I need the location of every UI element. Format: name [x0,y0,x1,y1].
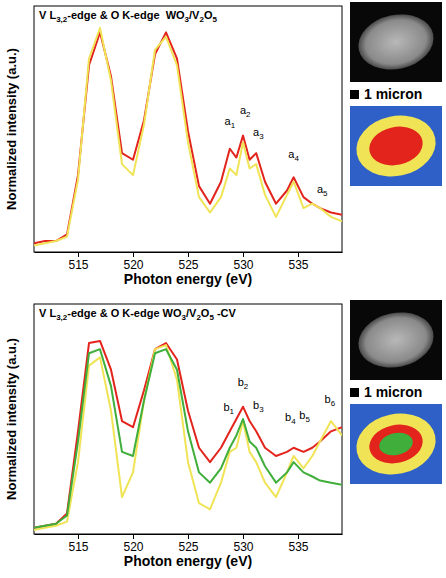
particle-image [353,8,439,77]
x-tick-mark [298,252,299,257]
x-tick: 525 [178,534,198,554]
y-axis-title: Normalized intensity (a.u.) [4,48,19,210]
xray-image-bg [350,300,442,380]
x-tick: 530 [233,534,253,554]
x-tick: 530 [233,252,253,272]
map-region [351,108,442,183]
spectrum-line [34,349,342,528]
figure: 515 520 525 530 535 Photon energy (eV) Normali… [0,0,446,578]
x-tick: 515 [68,252,88,272]
x-tick-mark [188,534,189,539]
map-region [366,420,427,468]
peak-label: b1 [223,401,234,416]
map-region [351,406,442,481]
x-axis-title: Photon energy (eV) [124,271,252,287]
peak-label: b4 [285,411,296,426]
micrograph-column: 1 micron [350,2,442,186]
plot-frame [34,6,342,252]
x-tick: 515 [68,534,88,554]
x-tick-label: 535 [288,540,308,554]
peak-label: a5 [317,183,328,198]
scale-bar-label: 1 micron [364,384,422,400]
x-tick-mark [133,252,134,257]
chart-title: V L3,2-edge & O K-edge WO3/V2O5 -CV [39,307,237,322]
x-tick-label: 515 [68,258,88,272]
x-tick-label: 520 [123,258,143,272]
particle-image [353,306,439,375]
map-region [366,122,427,170]
peak-label: a1 [225,115,236,130]
peak-label: a4 [288,148,299,163]
peak-label: a2 [240,104,251,119]
x-tick-label: 520 [123,540,143,554]
x-tick-label: 530 [233,540,253,554]
x-tick: 525 [178,252,198,272]
x-tick: 535 [288,252,308,272]
peak-label: b6 [325,393,336,408]
peak-label: a3 [253,126,264,141]
x-tick-mark [243,534,244,539]
peak-label: b2 [238,376,249,391]
x-tick-mark [243,252,244,257]
x-tick-mark [78,534,79,539]
x-tick-mark [133,534,134,539]
scale-bar [350,388,359,397]
x-tick-mark [188,252,189,257]
scale-bar [350,90,359,99]
x-axis: 515 520 525 530 535 [35,534,343,554]
scale-bar-label: 1 micron [364,86,422,102]
peak-label: b5 [299,409,310,424]
x-tick-label: 515 [68,540,88,554]
x-axis-title: Photon energy (eV) [124,553,252,569]
micrograph-column: 1 micron [350,300,442,484]
x-tick-label: 530 [233,258,253,272]
xray-image-bg [350,2,442,82]
panel-1: 515 520 525 530 535 Photon energy (eV) Normali… [4,300,442,569]
lines [34,341,342,530]
x-tick-label: 525 [178,540,198,554]
x-tick-label: 535 [288,258,308,272]
spectrum-line [34,345,342,530]
panel-0: 515 520 525 530 535 Photon energy (eV) Normali… [4,2,442,287]
map-background [350,106,442,186]
x-tick-mark [78,252,79,257]
map-background [350,404,442,484]
x-tick: 520 [123,534,143,554]
y-axis-title: Normalized intensity (a.u.) [4,338,19,500]
x-tick-mark [298,534,299,539]
x-tick: 520 [123,252,143,272]
lines [34,28,342,245]
plot-frame [34,304,342,534]
x-tick-label: 525 [178,258,198,272]
x-tick: 535 [288,534,308,554]
figure-svg: 515 520 525 530 535 Photon energy (eV) Normali… [0,0,446,578]
x-axis: 515 520 525 530 535 [35,252,343,272]
chart-title: V L3,2-edge & O K-edge WO3/V2O5 [39,9,217,24]
map-region [377,430,415,459]
peak-label: b3 [253,399,264,414]
spectrum-line [34,28,342,245]
